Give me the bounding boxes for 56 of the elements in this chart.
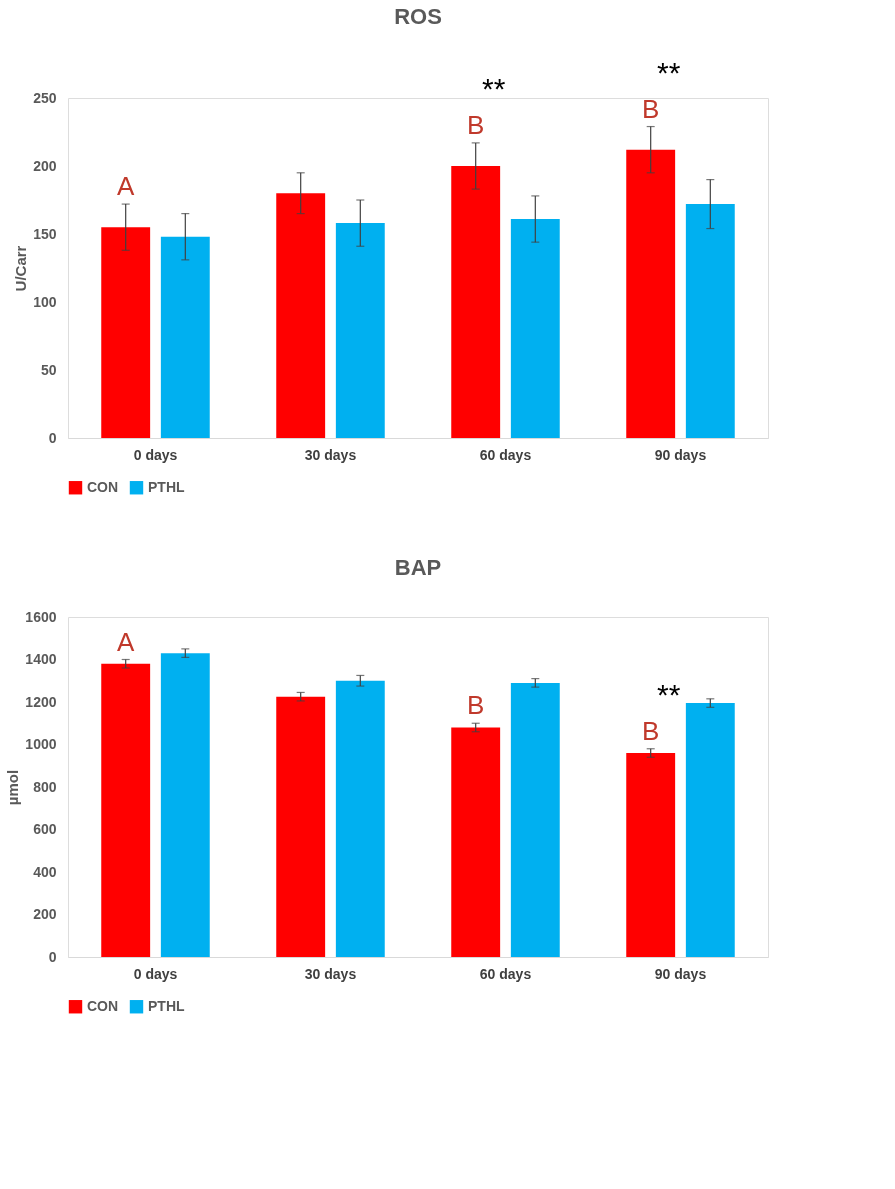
y-tick-label: 1400: [25, 651, 57, 667]
annotation: B: [467, 109, 485, 140]
x-tick-label: 90 days: [654, 446, 707, 463]
annotation: B: [642, 715, 660, 746]
bar: [101, 227, 151, 438]
y-tick-label: 1600: [25, 608, 57, 625]
annotation: **: [482, 71, 506, 105]
bar: [510, 682, 560, 957]
bar: [335, 223, 385, 438]
legend-label: PTHL: [148, 997, 185, 1014]
bar: [160, 653, 210, 957]
annotation: B: [642, 93, 660, 124]
y-tick-label: 150: [33, 225, 57, 242]
bar: [101, 663, 151, 957]
y-tick-label: 100: [33, 293, 57, 310]
annotation: A: [117, 171, 136, 202]
legend-label: CON: [87, 478, 119, 495]
y-tick-label: 200: [33, 157, 57, 174]
x-tick-label: 60 days: [479, 446, 532, 463]
y-tick-label: 400: [33, 863, 57, 880]
bar: [510, 219, 560, 438]
y-tick-label: 600: [33, 821, 57, 837]
annotation: A: [117, 626, 136, 657]
y-axis-title: µmol: [4, 769, 22, 806]
annotation: B: [467, 690, 485, 721]
annotation: **: [657, 677, 681, 711]
y-axis-title: U/Carr: [12, 245, 30, 292]
x-tick-label: 60 days: [479, 965, 532, 982]
y-tick-label: 1200: [25, 693, 57, 710]
y-tick-label: 0: [48, 948, 57, 965]
x-tick-label: 30 days: [304, 446, 357, 463]
legend-label: CON: [87, 997, 119, 1014]
legend-label: PTHL: [148, 478, 185, 495]
y-tick-label: 1000: [25, 736, 57, 752]
x-tick-label: 30 days: [304, 965, 357, 982]
bar: [276, 193, 326, 438]
y-tick-label: 200: [33, 906, 57, 922]
x-tick-label: 90 days: [654, 965, 707, 982]
text: **: [657, 55, 681, 89]
bar: [685, 703, 735, 957]
bar: [276, 696, 326, 957]
chart-title: ROS: [394, 3, 442, 29]
x-tick-label: 0 days: [133, 446, 178, 463]
bar: [451, 166, 501, 438]
chart-title: BAP: [394, 555, 442, 580]
y-tick-label: 50: [40, 361, 57, 378]
bar: [685, 204, 735, 438]
bar: [335, 680, 385, 957]
y-tick-label: 250: [33, 89, 57, 106]
y-tick-label: 800: [33, 778, 57, 795]
bar: [626, 149, 676, 438]
bar: [451, 727, 501, 957]
bar: [160, 236, 210, 438]
y-tick-label: 0: [48, 429, 57, 446]
bar: [626, 753, 676, 957]
x-tick-label: 0 days: [133, 965, 178, 982]
